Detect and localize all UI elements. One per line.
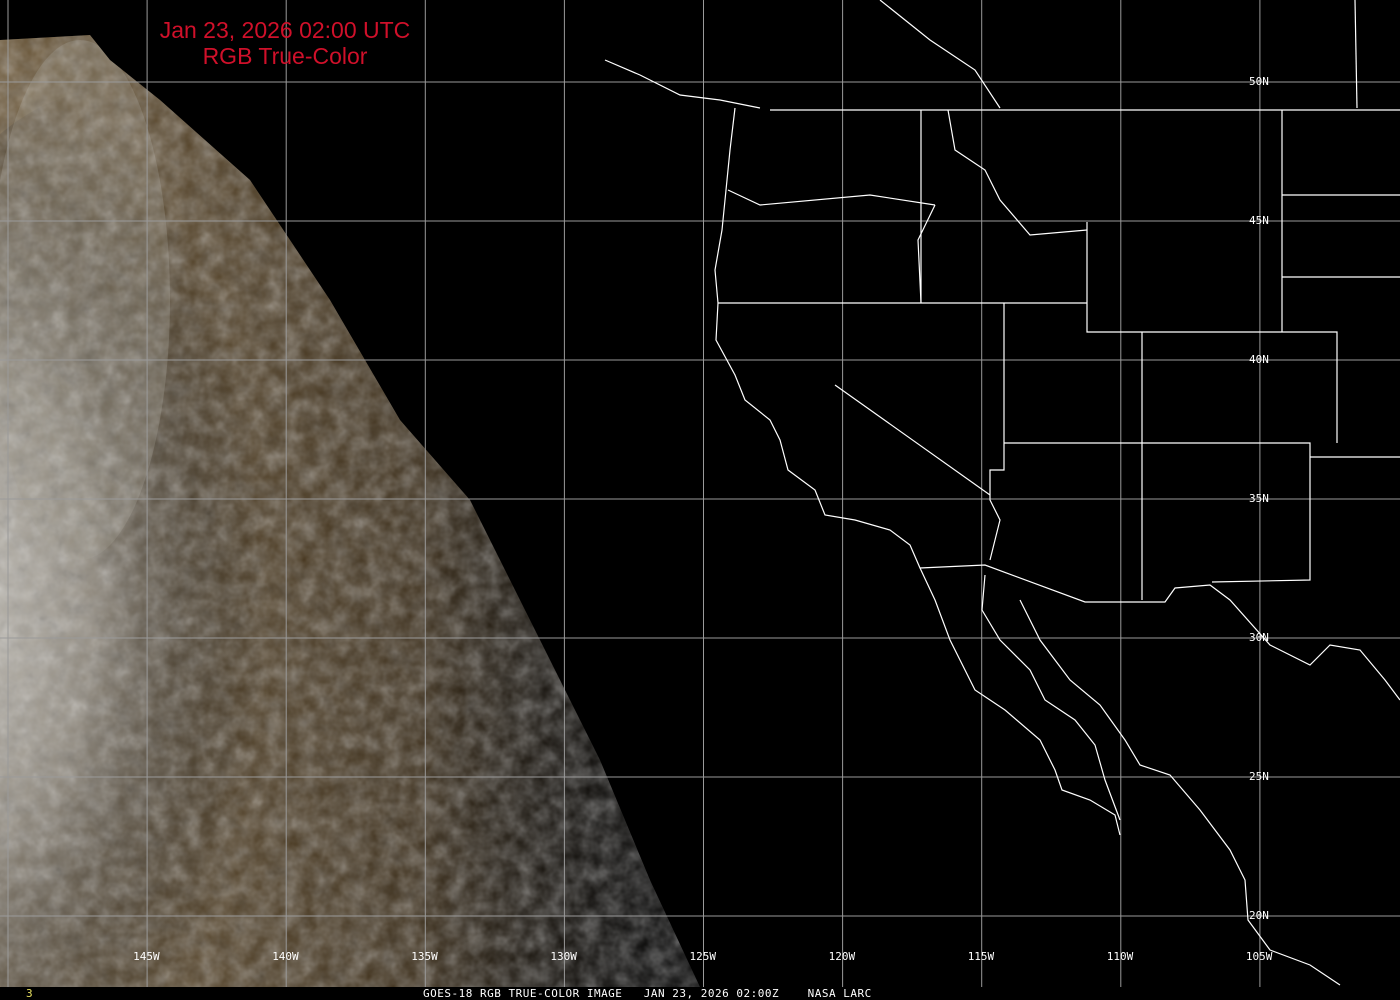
- longitude-label: 120W: [828, 950, 856, 963]
- oregon-idaho-border: [917, 204, 936, 304]
- wa-or-border: [727, 189, 936, 206]
- ca-nv-border: [834, 384, 991, 496]
- footer-caption: GOES-18 RGB TRUE-COLOR IMAGE JAN 23, 202…: [423, 987, 872, 1000]
- latitude-label: 50N: [1249, 75, 1269, 88]
- latitude-label: 20N: [1249, 909, 1269, 922]
- latitude-label: 25N: [1249, 770, 1269, 783]
- mainland-mexico-coastline: [1019, 599, 1341, 986]
- footer-bar: 3 GOES-18 RGB TRUE-COLOR IMAGE JAN 23, 2…: [0, 987, 1400, 1000]
- us-west-coastline: [714, 107, 1121, 836]
- idaho-montana-border: [947, 109, 1088, 236]
- longitude-label: 140W: [272, 950, 299, 963]
- british-columbia-coast: [604, 59, 761, 109]
- longitude-label: 110W: [1106, 950, 1134, 963]
- longitude-label: 105W: [1245, 950, 1273, 963]
- frame-number: 3: [26, 987, 34, 1000]
- political-boundaries: [604, 0, 1400, 986]
- cloud-imagery: [0, 35, 700, 987]
- longitude-label: 125W: [689, 950, 717, 963]
- nevada-east-border: [989, 303, 1005, 561]
- longitude-label: 145W: [133, 950, 160, 963]
- image-timestamp-title: Jan 23, 2026 02:00 UTC: [159, 17, 411, 43]
- latitude-label: 30N: [1249, 631, 1269, 644]
- latitude-label: 45N: [1249, 214, 1269, 227]
- gulf-coastline-baja: [981, 574, 1121, 821]
- latitude-label: 35N: [1249, 492, 1269, 505]
- image-product-title: RGB True-Color: [202, 43, 368, 69]
- longitude-label: 135W: [411, 950, 438, 963]
- longitude-label: 115W: [967, 950, 995, 963]
- us-mexico-border: [919, 564, 1400, 701]
- longitude-label: 130W: [550, 950, 577, 963]
- latitude-label: 40N: [1249, 353, 1269, 366]
